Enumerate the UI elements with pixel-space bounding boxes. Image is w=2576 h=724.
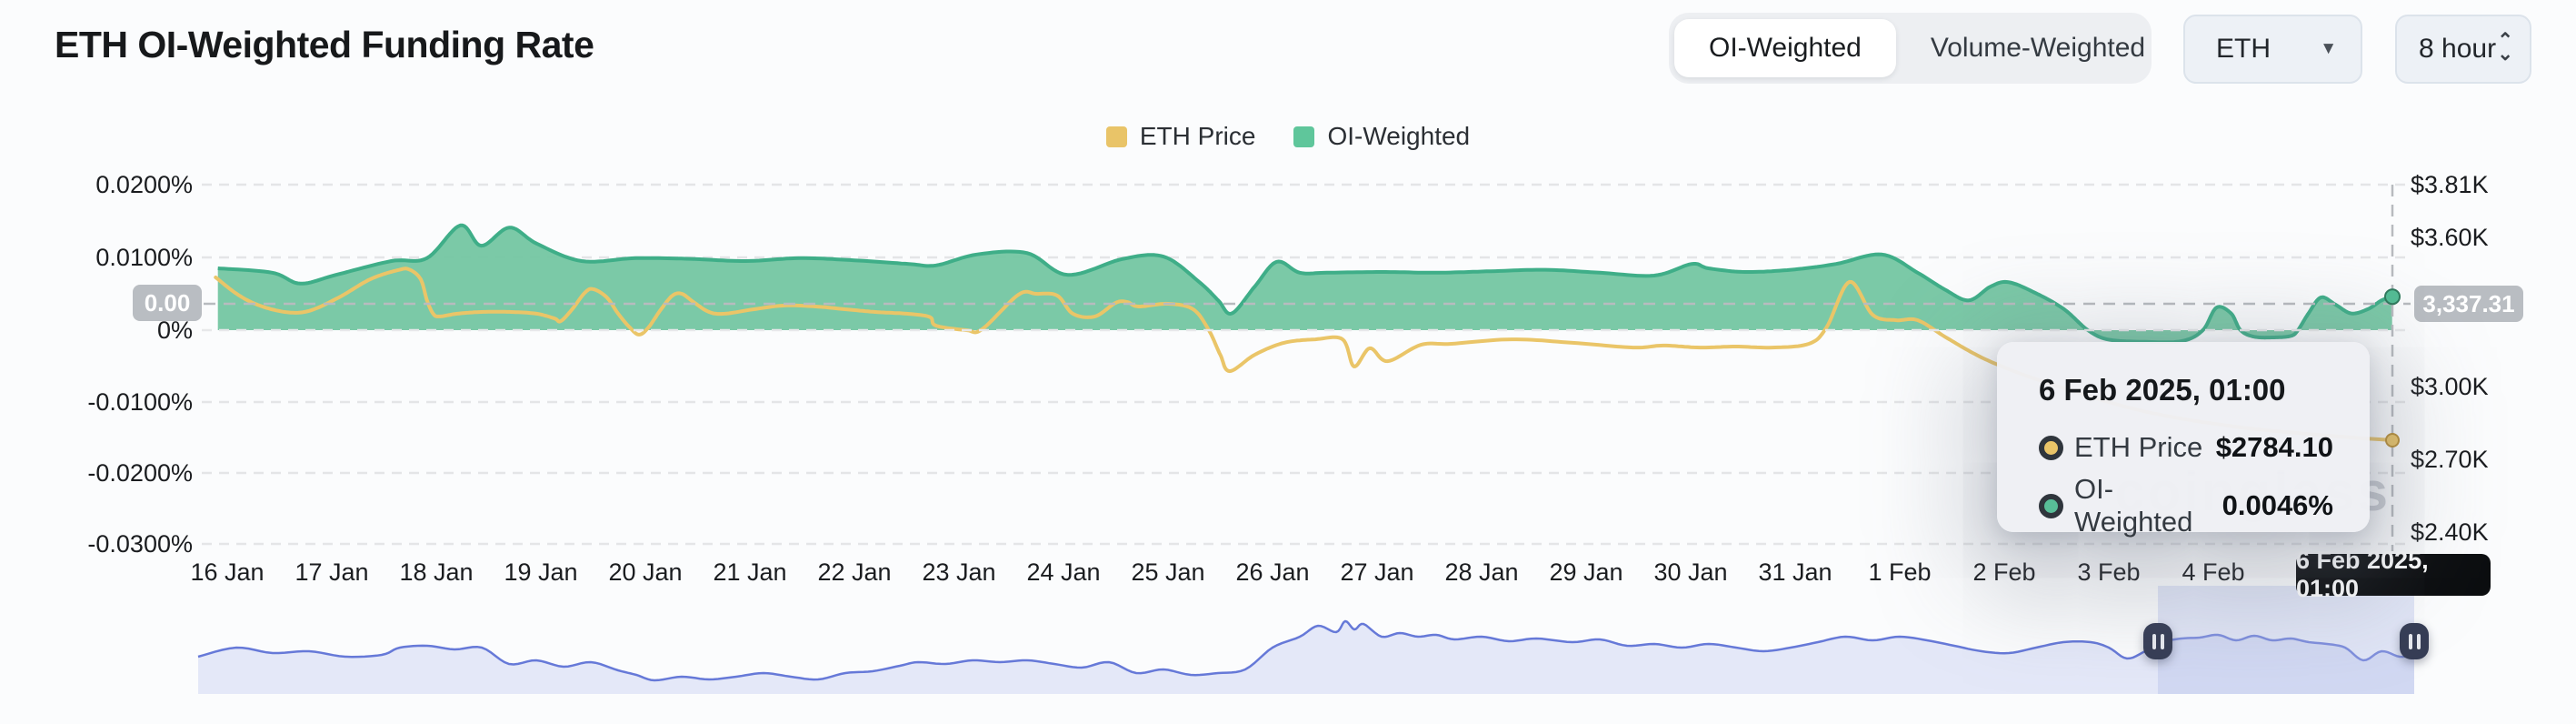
- eth-price-swatch: [1105, 126, 1127, 147]
- right-axis-tick: $3.60K: [2411, 224, 2489, 251]
- x-axis-tick: 4 Feb: [2182, 558, 2245, 586]
- x-axis-tick: 1 Feb: [1868, 558, 1932, 586]
- legend-label: ETH Price: [1139, 122, 1256, 150]
- coin-select[interactable]: ETH ▼: [2183, 15, 2362, 84]
- interval-select-value: 8 hour: [2419, 34, 2497, 64]
- tooltip-label: OI-Weighted: [2074, 473, 2193, 538]
- legend-label: OI-Weighted: [1327, 122, 1471, 150]
- caret-down-icon: ▼: [2320, 39, 2337, 58]
- left-axis-tick: -0.0200%: [87, 459, 193, 487]
- tooltip-date: 6 Feb 2025, 01:00: [2039, 373, 2286, 407]
- x-axis-tick: 30 Jan: [1653, 558, 1728, 586]
- right-axis-value-badge: 3,337.31: [2414, 286, 2523, 322]
- coin-select-value: ETH: [2216, 34, 2271, 64]
- left-axis-tick: -0.0300%: [87, 530, 193, 558]
- x-axis-tick: 27 Jan: [1340, 558, 1414, 586]
- tooltip-label: ETH Price: [2074, 431, 2203, 463]
- legend-item-oi-weighted[interactable]: OI-Weighted: [1293, 122, 1470, 151]
- weighting-segmented-control: OI-Weighted Volume-Weighted: [1669, 13, 2152, 84]
- navigator-handle-right[interactable]: [2400, 623, 2429, 659]
- right-axis-tick: $3.00K: [2411, 373, 2489, 400]
- right-axis-tick: $2.70K: [2411, 446, 2489, 473]
- x-axis-tick: 2 Feb: [1972, 558, 2036, 586]
- page-title: ETH OI-Weighted Funding Rate: [55, 24, 594, 65]
- x-axis-tick: 3 Feb: [2077, 558, 2141, 586]
- eth-price-marker-icon: [2039, 435, 2063, 460]
- tooltip-row-eth-price: ETH Price $2784.10: [2039, 431, 2333, 464]
- legend: ETH Price OI-Weighted: [0, 122, 2576, 151]
- navigator-minimap[interactable]: [197, 619, 2415, 694]
- crosshair: [204, 185, 2411, 551]
- navigator-selection[interactable]: [2158, 586, 2414, 694]
- left-axis-tick: 0%: [156, 317, 193, 344]
- navigator-handle-left[interactable]: [2143, 623, 2172, 659]
- left-axis-value-badge: 0.00: [133, 285, 202, 321]
- oi-weighted-marker-icon: [2039, 493, 2063, 518]
- x-axis-tick: 31 Jan: [1758, 558, 1832, 586]
- oi-weighted-swatch: [1293, 126, 1315, 147]
- interval-select[interactable]: 8 hour ⌃ ⌄: [2395, 15, 2531, 84]
- tooltip-row-oi-weighted: OI-Weighted 0.0046%: [2039, 473, 2333, 538]
- tab-oi-weighted[interactable]: OI-Weighted: [1674, 19, 1896, 77]
- x-axis-tick: 21 Jan: [713, 558, 787, 586]
- left-axis-tick: 0.0100%: [95, 244, 193, 271]
- x-axis-tick: 24 Jan: [1026, 558, 1101, 586]
- last-value-dots: [2384, 288, 2401, 448]
- right-axis-tick: $3.81K: [2411, 171, 2489, 198]
- legend-item-eth-price[interactable]: ETH Price: [1105, 122, 1256, 151]
- x-axis-tick: 28 Jan: [1444, 558, 1519, 586]
- left-axis-tick: 0.0200%: [95, 171, 193, 198]
- x-axis-tick: 17 Jan: [295, 558, 369, 586]
- tab-volume-weighted[interactable]: Volume-Weighted: [1930, 33, 2146, 63]
- x-axis-tick: 22 Jan: [817, 558, 892, 586]
- tooltip-value: 0.0046%: [2222, 489, 2333, 521]
- x-axis-tick: 25 Jan: [1131, 558, 1205, 586]
- x-axis-tick: 19 Jan: [504, 558, 578, 586]
- left-axis-tick: -0.0100%: [87, 388, 193, 416]
- crosshair-date-badge: 6 Feb 2025, 01:00: [2296, 547, 2491, 602]
- stepper-updown-icon: ⌃ ⌄: [2497, 30, 2513, 65]
- right-axis-tick: $2.40K: [2411, 518, 2489, 546]
- x-axis-tick: 23 Jan: [922, 558, 996, 586]
- tooltip-value: $2784.10: [2215, 431, 2333, 463]
- x-axis-tick: 20 Jan: [608, 558, 683, 586]
- series-layer: [214, 223, 2394, 442]
- x-axis-tick: 18 Jan: [399, 558, 474, 586]
- chart-tooltip: 6 Feb 2025, 01:00 ETH Price $2784.10 OI-…: [1997, 342, 2370, 538]
- x-axis-tick: 29 Jan: [1549, 558, 1623, 586]
- x-axis-tick: 16 Jan: [190, 558, 265, 586]
- x-axis-tick: 26 Jan: [1235, 558, 1310, 586]
